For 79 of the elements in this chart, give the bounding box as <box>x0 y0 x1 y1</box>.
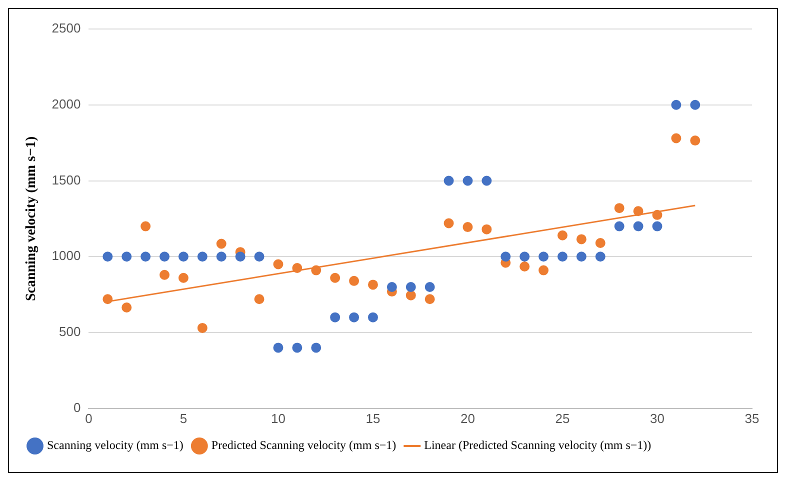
point <box>520 252 530 262</box>
point <box>652 210 662 220</box>
x-tick-label: 25 <box>555 410 570 426</box>
point <box>102 294 113 304</box>
point <box>652 221 662 232</box>
point <box>122 302 132 312</box>
point <box>330 272 340 283</box>
point <box>254 294 264 304</box>
point <box>406 290 416 300</box>
point <box>671 133 682 144</box>
point <box>595 252 606 262</box>
point <box>462 222 473 232</box>
point <box>386 282 397 292</box>
point <box>160 252 170 262</box>
point <box>368 312 378 322</box>
x-tick-label: 5 <box>180 410 188 426</box>
point <box>462 176 473 186</box>
point <box>102 252 113 262</box>
point <box>406 282 416 292</box>
point <box>576 234 586 244</box>
point <box>690 100 700 110</box>
point <box>292 263 302 274</box>
point <box>273 342 284 353</box>
point <box>197 252 208 262</box>
point <box>633 206 644 216</box>
point <box>197 322 208 333</box>
point <box>140 252 151 262</box>
point <box>614 221 624 232</box>
point <box>424 282 435 292</box>
legend-label: Scanning velocity (mm s−1) <box>47 438 184 452</box>
point <box>330 312 340 322</box>
point <box>614 203 624 214</box>
y-tick-label: 1000 <box>52 248 81 264</box>
point <box>520 262 530 272</box>
point <box>273 259 284 270</box>
y-tick-label: 2000 <box>52 96 81 112</box>
x-tick-label: 0 <box>85 410 92 426</box>
point <box>311 342 322 353</box>
point <box>576 252 586 262</box>
point <box>216 252 226 262</box>
point <box>216 238 226 249</box>
point <box>538 265 549 276</box>
legend-label: Linear (Predicted Scanning velocity (mm s−1)) <box>424 438 652 452</box>
point <box>368 280 378 290</box>
point <box>178 272 188 283</box>
point <box>557 252 568 262</box>
point <box>160 270 170 280</box>
point <box>122 252 132 262</box>
point <box>311 265 322 276</box>
point <box>444 218 454 228</box>
point <box>557 230 568 240</box>
point <box>538 252 549 262</box>
y-tick-label: 1500 <box>52 172 81 188</box>
y-axis-title: Scanning velocity (mm s−1) <box>24 136 40 302</box>
y-tick-label: 2500 <box>52 20 81 36</box>
point <box>254 252 264 262</box>
point <box>690 136 700 146</box>
point <box>349 276 360 286</box>
point <box>178 252 188 262</box>
point <box>671 100 682 110</box>
x-tick-label: 30 <box>650 410 664 426</box>
point <box>349 312 360 322</box>
x-tick-label: 10 <box>270 410 286 426</box>
y-tick-label: 500 <box>59 324 81 340</box>
point <box>235 252 246 262</box>
y-tick-label: 0 <box>73 400 81 415</box>
point <box>292 342 302 353</box>
point <box>482 224 492 234</box>
x-tick-label: 35 <box>744 410 760 426</box>
point <box>424 294 435 304</box>
x-tick-label: 20 <box>460 410 475 426</box>
point <box>482 176 492 186</box>
point <box>633 221 644 232</box>
legend-label: Predicted Scanning velocity (mm s−1) <box>211 438 396 452</box>
point <box>500 252 511 262</box>
point <box>444 176 454 186</box>
point <box>140 221 151 232</box>
x-tick-label: 15 <box>366 410 380 426</box>
point <box>595 238 606 248</box>
